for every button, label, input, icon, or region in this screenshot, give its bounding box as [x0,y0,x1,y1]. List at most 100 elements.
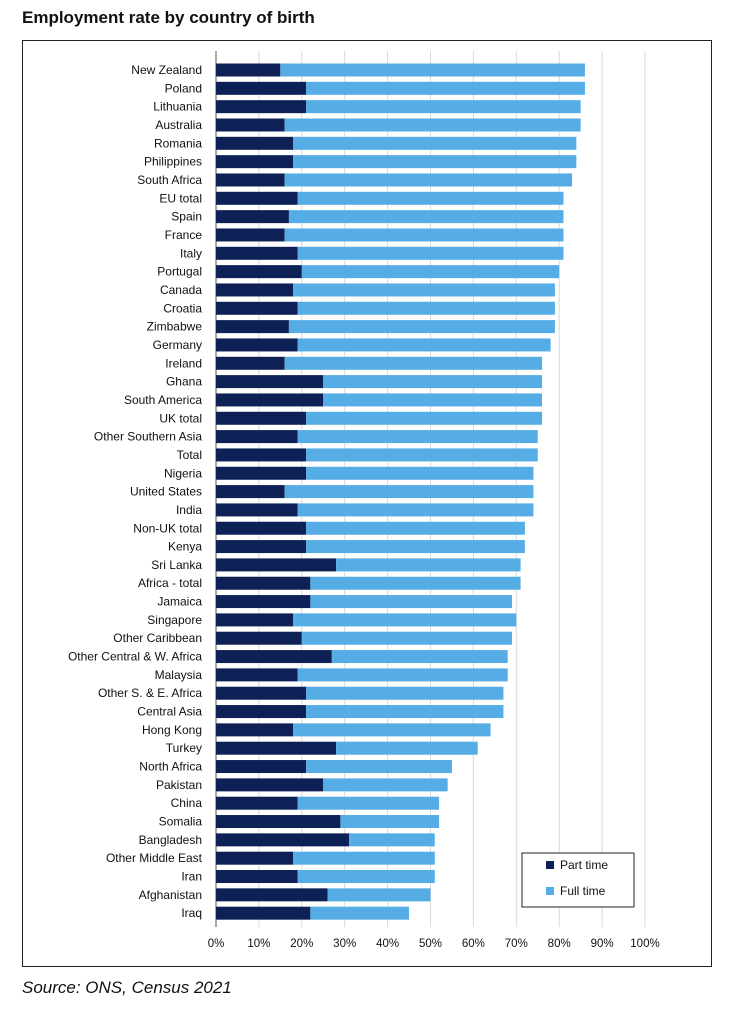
bar-full-time [306,81,585,95]
bar-part-time [216,851,294,865]
bar-full-time [323,393,543,407]
bar-part-time [216,521,307,535]
bar-part-time [216,485,285,499]
bar-full-time [284,228,564,242]
bar-part-time [216,81,307,95]
x-tick-label: 100% [630,938,659,950]
bar-full-time [293,613,517,627]
bar-full-time [297,430,538,444]
category-label: Iran [181,870,202,884]
x-tick-label: 70% [505,938,528,950]
category-label: Sri Lanka [151,558,202,572]
bar-part-time [216,540,307,554]
bar-part-time [216,778,324,792]
bar-part-time [216,173,285,187]
bar-part-time [216,155,294,169]
bar-part-time [216,503,298,517]
bar-full-time [306,100,581,114]
bar-full-time [293,723,491,737]
bar-part-time [216,246,298,260]
bar-full-time [310,576,521,590]
x-tick-label: 20% [290,938,313,950]
bar-full-time [293,136,577,150]
bar-part-time [216,466,307,480]
bar-full-time [340,815,440,829]
bar-full-time [306,466,534,480]
bar-part-time [216,833,349,847]
x-tick-label: 90% [591,938,614,950]
category-label: Australia [155,118,202,132]
bar-part-time [216,301,298,315]
bar-full-time [297,338,551,352]
category-label: France [165,228,203,242]
legend-swatch-full-time [546,887,554,895]
category-label: United States [130,485,202,499]
category-label: Other Southern Asia [94,430,202,444]
category-label: Somalia [159,815,203,829]
bar-full-time [284,485,534,499]
bar-chart: New Zealand Poland Lithuania Australia Roman… [68,51,660,950]
legend-swatch-part-time [546,861,554,869]
bar-part-time [216,320,289,334]
bar-part-time [216,631,302,645]
category-label: Italy [180,246,202,260]
category-label: Other Middle East [106,851,203,865]
bar-part-time [216,668,298,682]
bar-full-time [297,503,534,517]
category-label: EU total [159,191,202,205]
bar-full-time [301,265,560,279]
bar-full-time [284,118,581,132]
category-label: Turkey [166,741,202,755]
category-label: Jamaica [157,595,202,609]
bar-full-time [280,63,585,77]
category-label: UK total [159,411,202,425]
bar-part-time [216,558,337,572]
bar-full-time [293,155,577,169]
bar-full-time [284,356,543,370]
category-label: New Zealand [131,63,202,77]
x-tick-label: 30% [333,938,356,950]
category-label: Africa - total [138,576,202,590]
category-label: Singapore [147,613,202,627]
bar-part-time [216,723,294,737]
bar-part-time [216,411,307,425]
bar-part-time [216,888,328,902]
category-label: Other Caribbean [113,631,202,645]
category-labels: New Zealand Poland Lithuania Australia Roman… [68,63,203,920]
legend-label-full-time: Full time [560,884,606,898]
category-label: South Africa [137,173,202,187]
bar-part-time [216,686,307,700]
category-label: Lithuania [153,100,202,114]
category-label: North Africa [139,760,202,774]
category-label: Malaysia [155,668,203,682]
x-tick-label: 10% [247,938,270,950]
bar-part-time [216,100,307,114]
x-tick-label: 40% [376,938,399,950]
bar-full-time [288,210,564,224]
category-label: Nigeria [164,466,202,480]
bar-full-time [306,521,525,535]
category-label: Other S. & E. Africa [98,686,202,700]
category-label: Romania [154,136,202,150]
bar-part-time [216,576,311,590]
category-label: Spain [171,210,202,224]
category-label: India [176,503,202,517]
bar-part-time [216,63,281,77]
category-label: Ireland [165,356,202,370]
category-label: China [171,796,203,810]
bar-part-time [216,136,294,150]
bar-full-time [288,320,555,334]
bar-part-time [216,430,298,444]
bar-full-time [297,870,435,884]
bars [216,63,585,920]
bar-full-time [297,191,564,205]
bar-part-time [216,613,294,627]
category-label: Total [177,448,202,462]
bar-full-time [297,796,440,810]
bar-full-time [293,851,435,865]
category-label: Hong Kong [142,723,202,737]
bar-part-time [216,393,324,407]
bar-full-time [306,760,452,774]
bar-full-time [301,631,513,645]
category-label: Kenya [168,540,202,554]
